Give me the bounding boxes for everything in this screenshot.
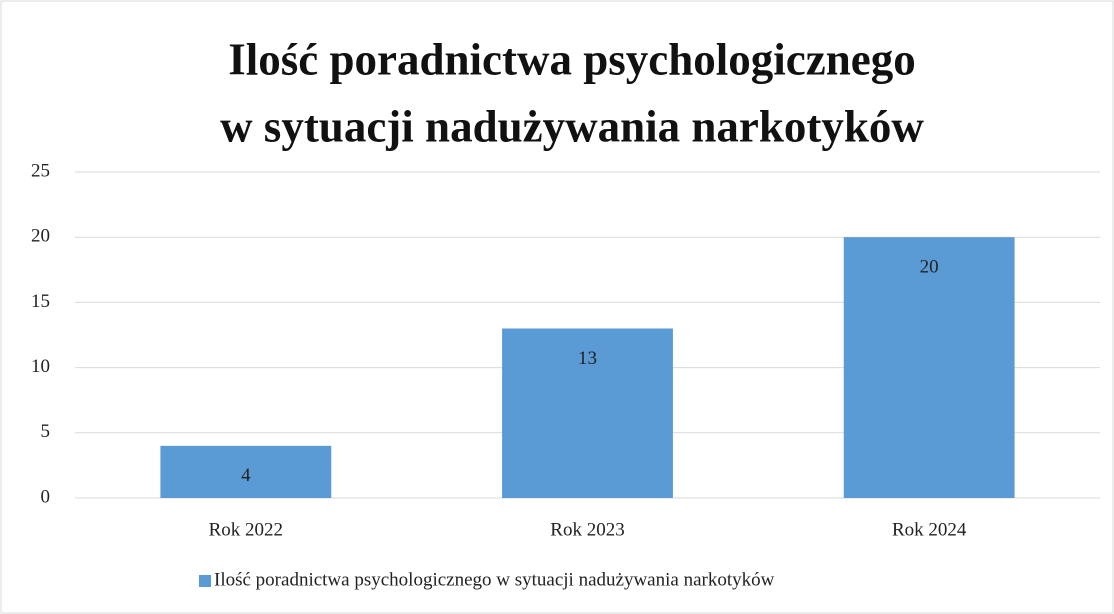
y-tick-label: 20	[31, 226, 50, 247]
x-tick-label: Rok 2024	[892, 519, 967, 540]
data-label: 4	[241, 465, 251, 486]
chart-title: w sytuacji nadużywania narkotyków	[220, 101, 924, 151]
bar	[160, 445, 332, 498]
y-tick-label: 25	[31, 160, 50, 181]
bar	[843, 237, 1015, 498]
y-tick-label: 0	[41, 486, 51, 507]
x-tick-label: Rok 2022	[209, 519, 283, 540]
y-tick-label: 10	[31, 356, 50, 377]
y-tick-label: 5	[41, 421, 51, 442]
chart-title: Ilość poradnictwa psychologicznego	[228, 34, 916, 84]
legend-label: Ilość poradnictwa psychologicznego w syt…	[214, 569, 775, 590]
data-label: 13	[578, 348, 597, 369]
y-tick-label: 15	[31, 291, 50, 312]
bar	[502, 328, 673, 498]
legend-swatch	[199, 575, 211, 587]
data-label: 20	[920, 257, 939, 278]
x-tick-label: Rok 2023	[550, 519, 624, 540]
